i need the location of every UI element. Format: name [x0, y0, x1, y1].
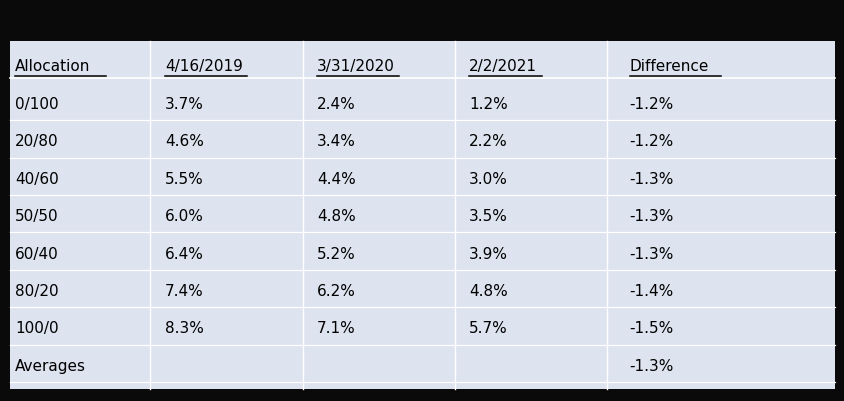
- Text: -1.3%: -1.3%: [629, 246, 674, 261]
- Text: 3.5%: 3.5%: [468, 209, 507, 224]
- Text: 5.5%: 5.5%: [165, 171, 203, 186]
- Text: 60/40: 60/40: [15, 246, 59, 261]
- Text: -1.2%: -1.2%: [629, 97, 673, 112]
- Text: Averages: Averages: [15, 358, 86, 373]
- Text: 2/2/2021: 2/2/2021: [468, 59, 536, 74]
- Text: Allocation: Allocation: [15, 59, 90, 74]
- Text: 0/100: 0/100: [15, 97, 59, 112]
- Text: 50/50: 50/50: [15, 209, 59, 224]
- Text: -1.4%: -1.4%: [629, 283, 673, 298]
- Text: 20/80: 20/80: [15, 134, 59, 149]
- Text: 4.4%: 4.4%: [316, 171, 355, 186]
- Text: 3.7%: 3.7%: [165, 97, 203, 112]
- Text: -1.5%: -1.5%: [629, 320, 673, 336]
- Text: 8.3%: 8.3%: [165, 320, 203, 336]
- Text: 4.6%: 4.6%: [165, 134, 203, 149]
- Text: 80/20: 80/20: [15, 283, 59, 298]
- Text: 4.8%: 4.8%: [468, 283, 507, 298]
- Text: 5.7%: 5.7%: [468, 320, 507, 336]
- Text: 40/60: 40/60: [15, 171, 59, 186]
- Text: -1.3%: -1.3%: [629, 171, 674, 186]
- Text: 1.2%: 1.2%: [468, 97, 507, 112]
- Text: 3/31/2020: 3/31/2020: [316, 59, 394, 74]
- Text: -1.2%: -1.2%: [629, 134, 673, 149]
- Text: 3.9%: 3.9%: [468, 246, 507, 261]
- Text: Difference: Difference: [629, 59, 708, 74]
- Text: 3.4%: 3.4%: [316, 134, 355, 149]
- Text: -1.3%: -1.3%: [629, 209, 674, 224]
- Text: 7.4%: 7.4%: [165, 283, 203, 298]
- Text: 6.4%: 6.4%: [165, 246, 203, 261]
- Text: 7.1%: 7.1%: [316, 320, 355, 336]
- Text: -1.3%: -1.3%: [629, 358, 674, 373]
- Bar: [10, 42, 834, 389]
- Text: 3.0%: 3.0%: [468, 171, 507, 186]
- Text: 100/0: 100/0: [15, 320, 59, 336]
- Text: 6.0%: 6.0%: [165, 209, 203, 224]
- Text: 4.8%: 4.8%: [316, 209, 355, 224]
- Text: 5.2%: 5.2%: [316, 246, 355, 261]
- Text: 2.4%: 2.4%: [316, 97, 355, 112]
- Text: 4/16/2019: 4/16/2019: [165, 59, 242, 74]
- Text: 2.2%: 2.2%: [468, 134, 507, 149]
- Text: 6.2%: 6.2%: [316, 283, 355, 298]
